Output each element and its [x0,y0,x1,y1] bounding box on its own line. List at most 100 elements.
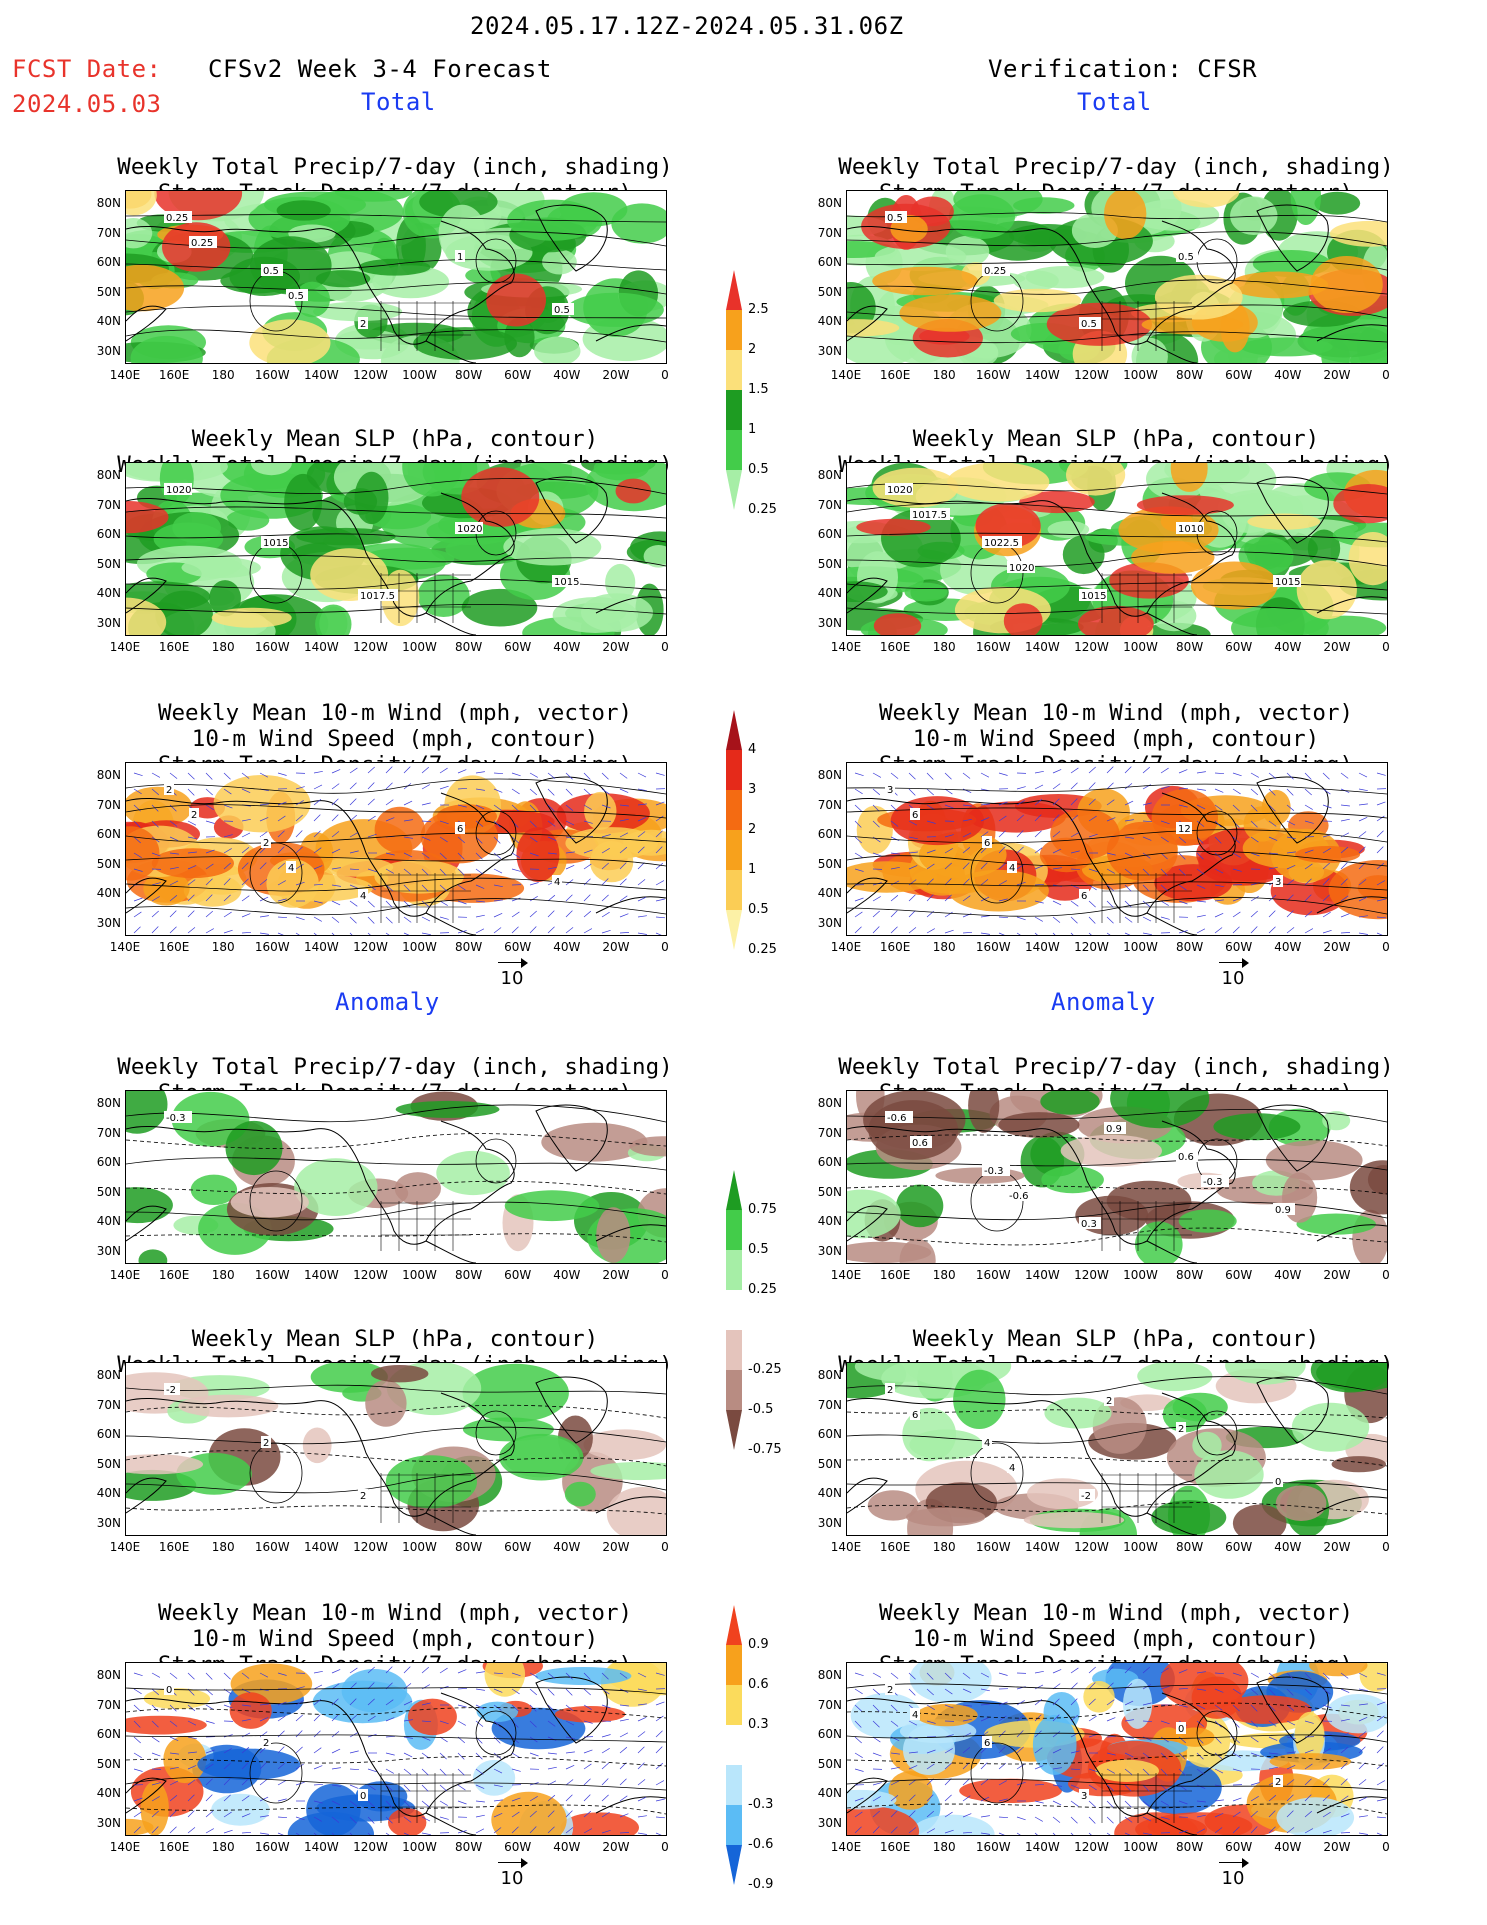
contour-line [126,1404,666,1419]
wind-vector [493,836,501,844]
contour-label-bg [885,1111,913,1123]
lon-label: 40W [1274,1268,1302,1282]
lat-label: 30N [96,1815,121,1830]
wind-vector [187,1765,197,1770]
contour-label: 4 [912,1710,918,1721]
wind-vector [331,867,341,870]
wind-vector [908,927,917,934]
lat-label: 40N [817,314,842,328]
wind-vector [151,896,160,902]
wind-vector [259,1779,268,1786]
wind-vector [1160,1816,1170,1820]
wind-vector [457,1669,467,1674]
wind-vector [1052,1784,1062,1787]
wind-vector [1304,1794,1312,1802]
lon-label: 20W [602,640,630,654]
wind-vector [367,1768,377,1773]
lat-label: 80N [96,196,121,210]
contour-label-bg [1079,1489,1095,1501]
wind-vector [1340,862,1348,870]
wind-vector [962,772,971,779]
wind-vector [151,1720,159,1728]
shading-blob [1066,463,1126,496]
anom-slp-panel-verif: 2 4 -2 2 0 6 4 2 [846,1362,1388,1536]
wind-vector [1322,1811,1331,1818]
na-east-coast [1146,1120,1236,1242]
wind-vector [1358,879,1367,886]
contour-line [126,1505,666,1515]
wind-vector [872,1810,880,1818]
wind-vector [637,1779,646,1786]
wind-vector [1070,798,1078,806]
lon-label: 80W [455,940,483,954]
contour-label: 12 [1178,824,1191,835]
reference-vector-label: 10 [500,1868,524,1889]
wind-vector [187,1827,196,1834]
wind-vector [349,1768,360,1771]
wind-vector [1196,771,1206,774]
contour-lines [126,1687,666,1815]
wind-vector [1088,1715,1097,1722]
wind-vector [1070,1816,1078,1824]
wind-vector [547,866,557,870]
colorbar-segment [726,1170,742,1210]
coastline [847,476,1387,635]
shading-blob [847,1189,901,1239]
europe-coast [595,596,666,614]
wind-vector [1358,788,1368,792]
wind-vector [529,1796,538,1802]
colorbar-label: 0.5 [748,902,769,917]
colorbar-label: 4 [748,742,757,757]
lat-label: 50N [817,1184,842,1199]
wind-vector [872,788,881,796]
coastline [126,1104,666,1263]
lon-label: 160E [879,940,911,954]
contour-label: 2 [360,319,366,330]
shading-blob [503,528,602,566]
wind-vector [475,900,485,903]
shading-blob [560,1812,639,1835]
wind-vector [133,1720,141,1728]
lon-label: 100W [1123,940,1158,954]
shading-blob [473,1759,516,1796]
greenland [1256,776,1329,844]
na-west-coast [126,1698,477,1835]
wind-vector [565,1751,575,1754]
wind-vector [1214,820,1222,828]
wind-vector [151,804,159,812]
wind-vector [187,1736,197,1740]
wind-vector [1376,1832,1383,1835]
wind-vector [1376,815,1385,822]
wind-vector [637,1703,647,1706]
wind-vector [980,1779,989,1786]
wind-vector [1286,1764,1296,1770]
wind-vector [1286,1720,1296,1726]
wind-vector [980,879,989,886]
wind-vector [187,851,197,854]
wind-vector [926,1828,935,1834]
wind-vector [980,772,990,778]
wind-vector [295,1746,303,1754]
wind-vector [439,868,447,876]
wind-vector [1196,900,1206,903]
wind-vector [1376,898,1386,902]
contour-line [847,1201,1387,1221]
wind-vector [1106,852,1116,856]
contour-label: -2 [166,1385,176,1396]
contour-ring [970,1742,1024,1804]
wind-vector [908,1720,918,1726]
wind-vector [1106,1800,1114,1808]
wind-vector [872,1782,882,1786]
wind-vector [1250,1704,1258,1712]
wind-vector [619,1832,630,1834]
lat-label: 60N [817,1155,842,1169]
contour-line [847,551,1387,567]
wind-vector [331,831,340,838]
wind-vector [619,818,629,822]
shading-blob [126,1091,168,1134]
wind-vector [1358,896,1368,902]
lon-label: 160E [158,940,190,954]
wind-vector [529,804,537,812]
contour-ring [1196,810,1238,856]
wind-vector [980,915,990,918]
